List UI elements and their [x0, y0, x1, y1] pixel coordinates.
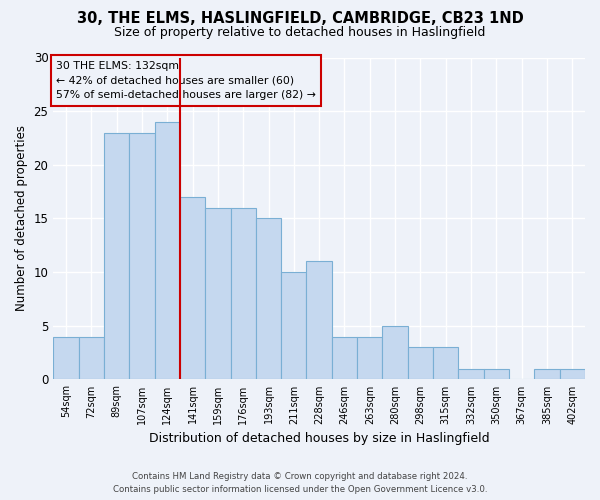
Bar: [155, 122, 180, 380]
X-axis label: Distribution of detached houses by size in Haslingfield: Distribution of detached houses by size …: [149, 432, 490, 445]
Bar: [256, 218, 281, 380]
Bar: [332, 336, 357, 380]
Text: Size of property relative to detached houses in Haslingfield: Size of property relative to detached ho…: [115, 26, 485, 39]
Text: Contains HM Land Registry data © Crown copyright and database right 2024.
Contai: Contains HM Land Registry data © Crown c…: [113, 472, 487, 494]
Text: 30, THE ELMS, HASLINGFIELD, CAMBRIDGE, CB23 1ND: 30, THE ELMS, HASLINGFIELD, CAMBRIDGE, C…: [77, 11, 523, 26]
Bar: [382, 326, 408, 380]
Y-axis label: Number of detached properties: Number of detached properties: [15, 126, 28, 312]
Bar: [535, 368, 560, 380]
Text: 30 THE ELMS: 132sqm
← 42% of detached houses are smaller (60)
57% of semi-detach: 30 THE ELMS: 132sqm ← 42% of detached ho…: [56, 60, 316, 100]
Bar: [230, 208, 256, 380]
Bar: [408, 347, 433, 380]
Bar: [560, 368, 585, 380]
Bar: [484, 368, 509, 380]
Bar: [104, 132, 129, 380]
Bar: [307, 262, 332, 380]
Bar: [281, 272, 307, 380]
Bar: [79, 336, 104, 380]
Bar: [205, 208, 230, 380]
Bar: [458, 368, 484, 380]
Bar: [129, 132, 155, 380]
Bar: [357, 336, 382, 380]
Bar: [53, 336, 79, 380]
Bar: [180, 197, 205, 380]
Bar: [433, 347, 458, 380]
